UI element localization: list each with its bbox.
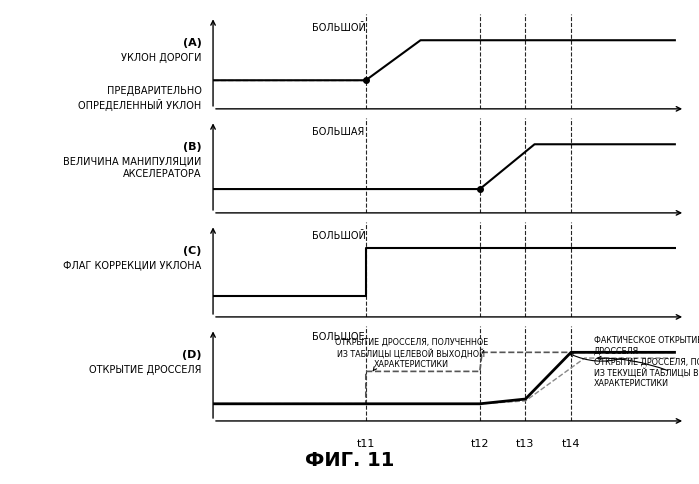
Text: ОТКРЫТИЕ ДРОССЕЛЯ: ОТКРЫТИЕ ДРОССЕЛЯ — [89, 364, 201, 374]
Text: t11: t11 — [356, 438, 375, 448]
Text: БОЛЬШАЯ: БОЛЬШАЯ — [312, 127, 363, 137]
Text: БОЛЬШОЙ: БОЛЬШОЙ — [312, 231, 366, 241]
Text: ФИГ. 11: ФИГ. 11 — [305, 450, 394, 469]
Text: БОЛЬШОЕ: БОЛЬШОЕ — [312, 332, 364, 342]
Text: ФЛАГ КОРРЕКЦИИ УКЛОНА: ФЛАГ КОРРЕКЦИИ УКЛОНА — [63, 260, 201, 270]
Text: (A): (A) — [182, 38, 201, 48]
Text: УКЛОН ДОРОГИ: УКЛОН ДОРОГИ — [121, 53, 201, 62]
Text: ВЕЛИЧИНА МАНИПУЛЯЦИИ
АКСЕЛЕРАТОРА: ВЕЛИЧИНА МАНИПУЛЯЦИИ АКСЕЛЕРАТОРА — [63, 156, 201, 179]
Text: (B): (B) — [183, 142, 201, 152]
Text: (C): (C) — [183, 246, 201, 256]
Text: БОЛЬШОЙ: БОЛЬШОЙ — [312, 23, 366, 33]
Text: ОТКРЫТИЕ ДРОССЕЛЯ, ПОЛУЧЕННОЕ
ИЗ ТАБЛИЦЫ ЦЕЛЕВОЙ ВЫХОДНОЙ
ХАРАКТЕРИСТИКИ: ОТКРЫТИЕ ДРОССЕЛЯ, ПОЛУЧЕННОЕ ИЗ ТАБЛИЦЫ… — [335, 337, 488, 371]
Text: (D): (D) — [182, 350, 201, 360]
Text: ОТКРЫТИЕ ДРОССЕЛЯ, ПОЛУЧЕННОЕ
ИЗ ТЕКУЩЕЙ ТАБЛИЦЫ ВЫХОДНОЙ
ХАРАКТЕРИСТИКИ: ОТКРЫТИЕ ДРОССЕЛЯ, ПОЛУЧЕННОЕ ИЗ ТЕКУЩЕЙ… — [594, 356, 699, 387]
Text: t12: t12 — [470, 438, 489, 448]
Text: t14: t14 — [562, 438, 580, 448]
Text: ФАКТИЧЕСКОЕ ОТКРЫТИЕ
ДРОССЕЛЯ: ФАКТИЧЕСКОЕ ОТКРЫТИЕ ДРОССЕЛЯ — [570, 335, 699, 362]
Text: t13: t13 — [517, 438, 535, 448]
Text: ПРЕДВАРИТЕЛЬНО
ОПРЕДЕЛЕННЫЙ УКЛОН: ПРЕДВАРИТЕЛЬНО ОПРЕДЕЛЕННЫЙ УКЛОН — [78, 86, 201, 111]
